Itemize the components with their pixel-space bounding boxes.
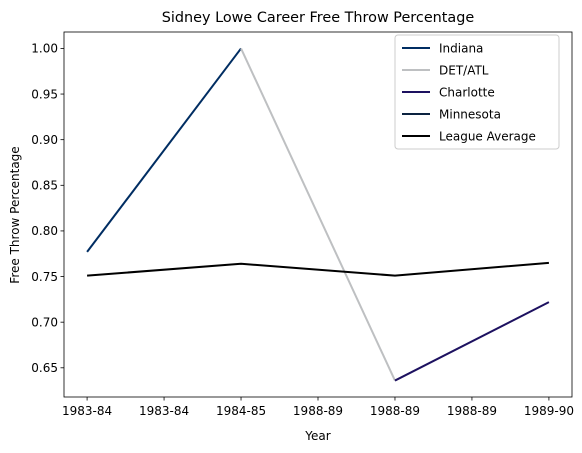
y-tick-label: 0.70 xyxy=(31,315,58,329)
x-axis: 1983-84 1983-84 1984-85 1988-89 1988-89 1988-… xyxy=(62,397,574,418)
x-tick-label: 1988-89 xyxy=(293,404,343,418)
y-tick-label: 0.85 xyxy=(31,179,58,193)
legend-label: DET/ATL xyxy=(439,63,489,77)
y-axis-label: Free Throw Percentage xyxy=(8,146,22,283)
series-line-indiana xyxy=(86,47,242,253)
chart-title: Sidney Lowe Career Free Throw Percentage xyxy=(162,10,475,26)
x-tick-label: 1983-84 xyxy=(62,404,112,418)
y-tick-label: 0.80 xyxy=(31,224,58,238)
y-tick-label: 1.00 xyxy=(31,42,58,56)
legend-label: Charlotte xyxy=(439,85,495,99)
x-tick-label: 1988-89 xyxy=(370,404,420,418)
y-tick-label: 0.95 xyxy=(31,87,58,101)
series-line-league-average xyxy=(87,261,549,277)
y-tick-label: 0.90 xyxy=(31,133,58,147)
legend-label: League Average xyxy=(439,129,536,143)
legend: Indiana DET/ATL Charlotte Minnesota League A… xyxy=(394,34,560,150)
legend-label: Minnesota xyxy=(439,107,501,121)
series-line-det-atl xyxy=(240,48,396,381)
legend-label: Indiana xyxy=(439,41,483,55)
x-tick-label: 1984-85 xyxy=(216,404,266,418)
y-tick-label: 0.65 xyxy=(31,361,58,375)
x-axis-label: Year xyxy=(304,429,330,443)
legend-box xyxy=(394,34,560,150)
y-axis: 0.65 0.70 0.75 0.80 0.85 0.90 0.95 1.00 xyxy=(31,42,64,375)
x-tick-label: 1989-90 xyxy=(524,404,574,418)
series-line-charlotte xyxy=(394,301,550,382)
x-tick-label: 1988-89 xyxy=(447,404,497,418)
series-layer xyxy=(86,47,550,382)
x-tick-label: 1983-84 xyxy=(139,404,189,418)
y-tick-label: 0.75 xyxy=(31,270,58,284)
